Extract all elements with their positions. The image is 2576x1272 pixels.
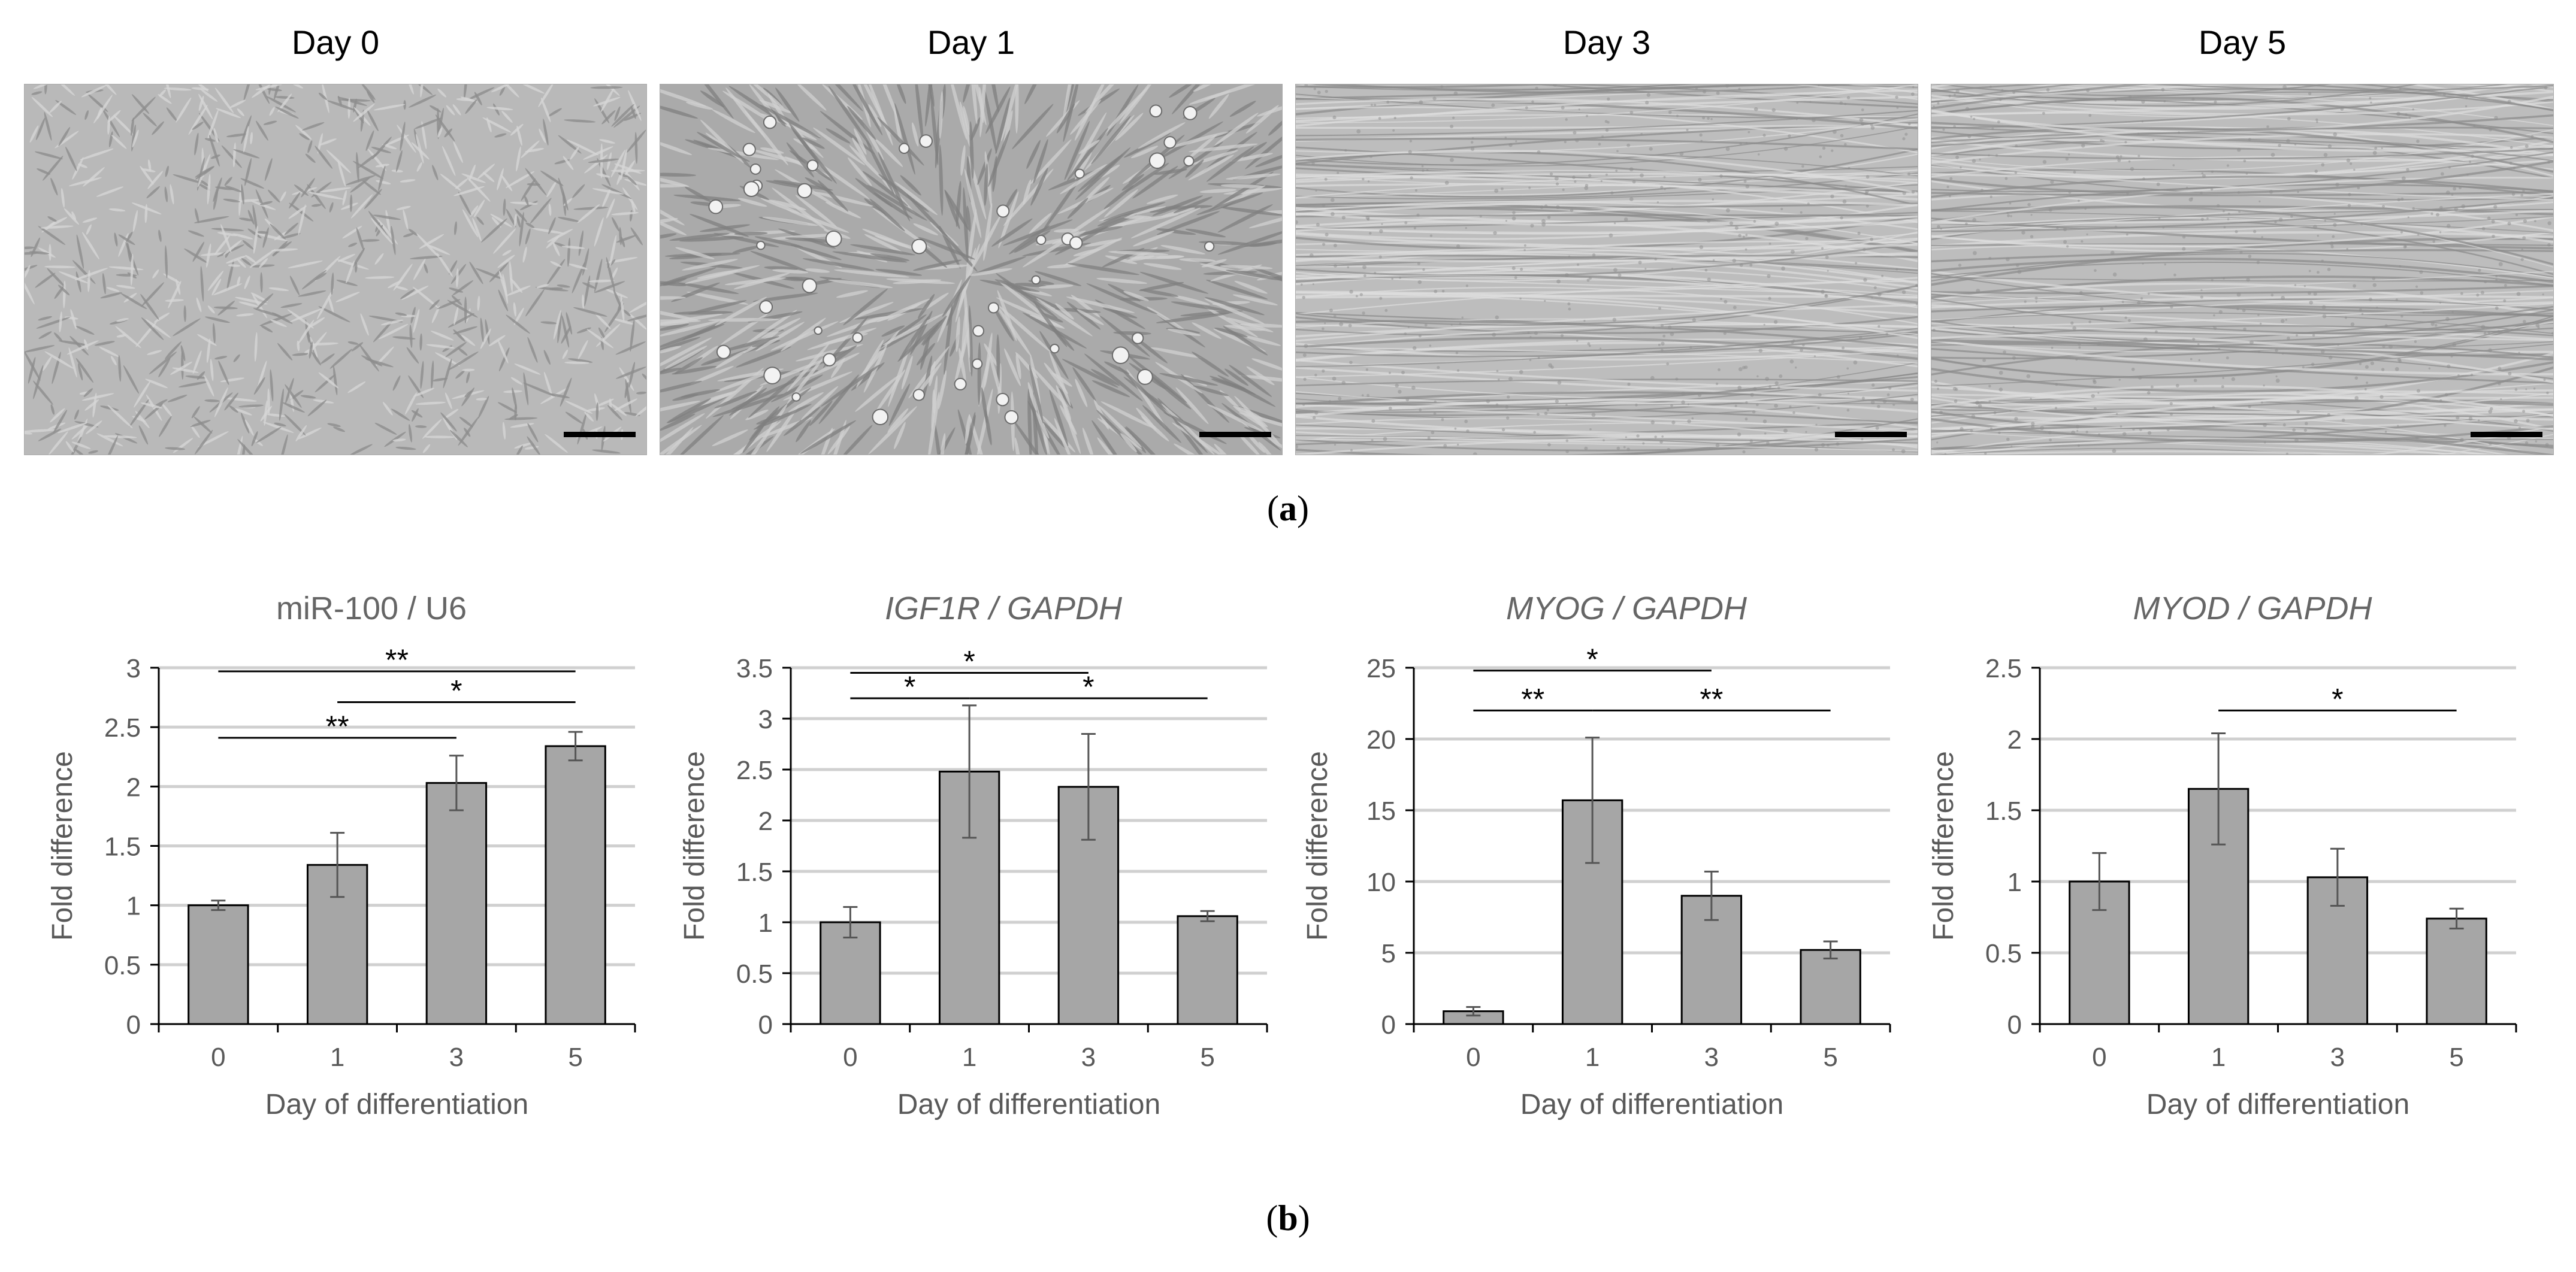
x-tick-label: 1 [2211,1043,2226,1072]
micrograph-title-day3: Day 3 [1562,23,1651,61]
significance-label: * [1083,670,1094,704]
significance-label: * [451,674,462,708]
y-tick-label: 2 [126,773,141,802]
bar-5 [545,745,606,1025]
micrograph-day3 [1295,84,1918,455]
x-tick-label: 0 [843,1043,857,1072]
micrograph-day1 [660,84,1283,455]
cell-texture [1931,84,2553,455]
bar-5 [1800,949,1861,1025]
chart-title-myog: MYOG / GAPDH [1505,590,1747,626]
x-tick-label: 3 [2330,1043,2345,1072]
cell-texture [25,84,646,455]
chart-title-mir100: miR-100 / U6 [276,590,467,626]
y-tick-label: 1 [758,908,773,938]
x-tick-label: 3 [1704,1043,1719,1072]
bar-0 [820,921,881,1025]
y-tick-label: 2.5 [104,713,141,743]
y-tick-label: 0 [2007,1010,2022,1040]
x-tick-label: 3 [1081,1043,1096,1072]
y-tick-label: 0 [758,1010,773,1040]
x-tick-label: 0 [1466,1043,1480,1072]
scale-bar [2471,432,2542,437]
chart-mir100: 00.511.522.530 1 3 5*****Day of differentia… [47,643,636,1120]
y-tick-label: 5 [1381,939,1396,968]
x-tick-label: 5 [1823,1043,1837,1072]
y-tick-label: 3.5 [736,654,773,683]
bar-0 [188,904,249,1025]
x-axis-label: Day of differentiation [1520,1089,1783,1120]
y-tick-label: 3 [758,705,773,734]
significance-label: * [1586,643,1598,676]
significance-label: * [2332,682,2343,716]
y-tick-label: 0 [1381,1010,1396,1040]
scale-bar [1199,432,1271,437]
y-tick-label: 1 [2007,868,2022,897]
y-tick-label: 25 [1366,654,1396,683]
bar-3 [425,782,488,1025]
y-tick-label: 1.5 [1985,796,2022,826]
panel-caption-b: (b) [1266,1198,1310,1238]
micrograph-day5 [1931,84,2554,455]
significance-label: * [963,645,975,679]
bar-5 [2426,917,2487,1025]
y-tick-label: 2.5 [1985,654,2022,683]
y-tick-label: 20 [1366,725,1396,755]
y-axis-label: Fold difference [47,751,78,941]
y-tick-label: 2.5 [736,756,773,785]
bar-3 [1057,786,1120,1025]
y-tick-label: 2 [758,807,773,836]
y-tick-label: 3 [126,654,141,683]
x-tick-label: 5 [1200,1043,1214,1072]
significance-label: * [904,670,915,704]
y-tick-label: 0.5 [736,959,773,989]
y-tick-label: 0.5 [104,951,141,980]
y-tick-label: 10 [1366,868,1396,897]
x-tick-label: 1 [330,1043,344,1072]
y-tick-label: 0 [126,1010,141,1040]
x-tick-label: 5 [2449,1043,2463,1072]
scale-bar [1835,432,1907,437]
micrograph-day0 [24,84,647,455]
cell-texture [1296,84,1918,455]
y-tick-label: 1.5 [736,858,773,887]
x-tick-label: 1 [1585,1043,1600,1072]
x-tick-label: 0 [2092,1043,2106,1072]
bar-5 [1177,915,1238,1025]
x-axis-label: Day of differentiation [897,1089,1160,1120]
x-tick-label: 3 [449,1043,464,1072]
significance-label: ** [1700,682,1723,716]
micrograph-title-day0: Day 0 [291,23,380,61]
y-tick-label: 2 [2007,725,2022,755]
x-tick-label: 1 [962,1043,976,1072]
cell-texture [660,84,1282,455]
significance-label: ** [1521,682,1544,716]
y-tick-label: 1 [126,892,141,921]
scale-bar [564,432,636,437]
x-axis-label: Day of differentiation [265,1089,528,1120]
y-tick-label: 0.5 [1985,939,2022,968]
y-axis-label: Fold difference [679,751,710,941]
chart-myod: 0 0.5 1 1.5 2 2.5 0 1 3 5 * Day of differentiation F… [1928,654,2517,1120]
x-tick-label: 0 [211,1043,225,1072]
significance-label: ** [385,643,409,677]
chart-title-igf1r: IGF1R / GAPDH [884,590,1123,626]
y-tick-label: 1.5 [104,832,141,862]
micrograph-title-day5: Day 5 [2198,23,2287,61]
chart-igf1r: 0 0.5 1 1.5 2 2.5 3 3.5 0 1 3 5 * * * Day of differenti… [679,645,1268,1120]
y-axis-label: Fold difference [1302,751,1334,941]
x-axis-label: Day of differentiation [2146,1089,2409,1120]
x-tick-label: 5 [568,1043,582,1072]
y-tick-label: 15 [1366,796,1396,826]
chart-title-myod: MYOD / GAPDH [2133,590,2372,626]
micrograph-title-day1: Day 1 [927,23,1015,61]
significance-label: ** [326,710,349,743]
y-axis-label: Fold difference [1928,751,1960,941]
panel-caption-a: (a) [1267,489,1309,528]
